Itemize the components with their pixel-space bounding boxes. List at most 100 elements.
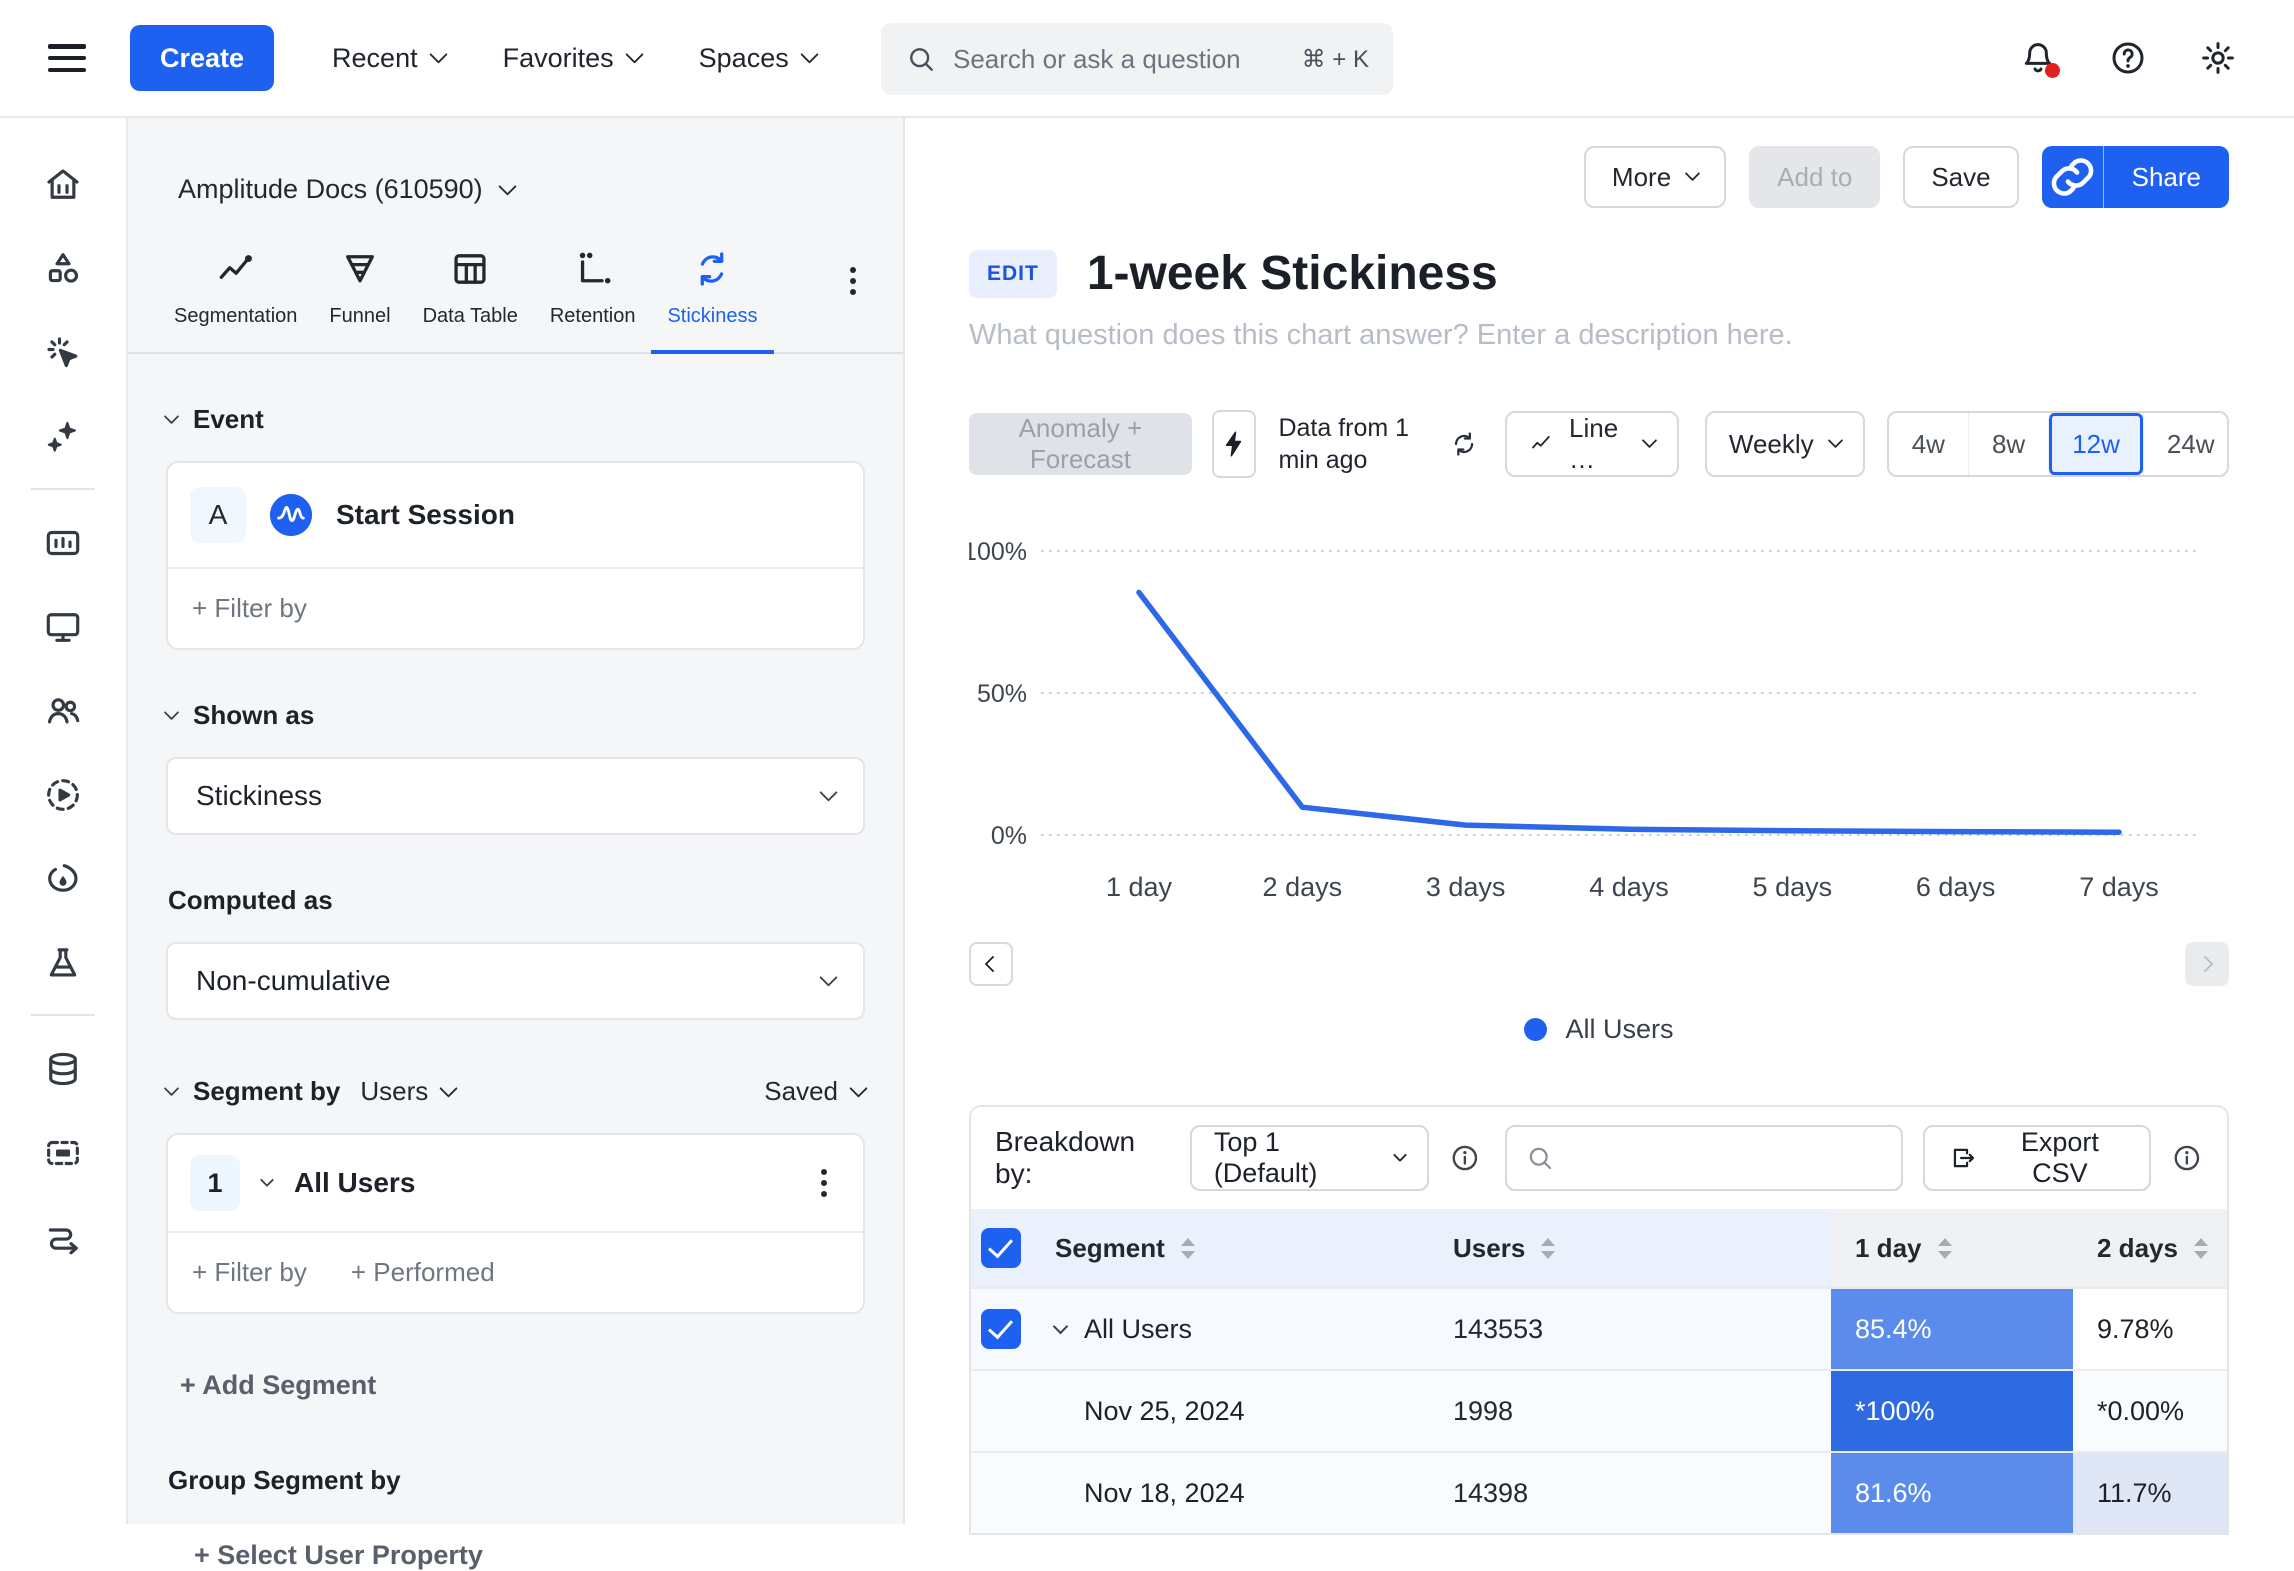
computed-as-select[interactable]: Non-cumulative	[166, 942, 865, 1020]
series-all-users[interactable]	[1136, 589, 2122, 835]
chart-next-button[interactable]	[2185, 942, 2229, 986]
segment-kebab-menu-icon[interactable]	[821, 1180, 827, 1186]
column-header-1-day[interactable]: 1 day	[1831, 1209, 2073, 1287]
rail-displays-icon[interactable]	[42, 606, 84, 648]
value-cell-1-day[interactable]: *100%	[1831, 1371, 2073, 1451]
tabs-kebab-menu-icon[interactable]	[833, 261, 873, 301]
sort-icon[interactable]	[2193, 1237, 2208, 1259]
description-placeholder[interactable]: What question does this chart answer? En…	[969, 319, 1793, 351]
shown-as-section-header[interactable]: Shown as	[163, 700, 865, 731]
range-12w-button[interactable]: 12w	[2048, 413, 2143, 475]
page-title[interactable]: 1-week Stickiness	[1086, 247, 1498, 300]
notifications-bell-icon[interactable]	[2018, 38, 2060, 78]
nav-favorites[interactable]: Favorites	[503, 43, 644, 74]
segment-name[interactable]: All Users	[294, 1167, 416, 1198]
column-header-2-days[interactable]: 2 days	[2073, 1209, 2227, 1287]
chart-type-dropdown[interactable]: Line …	[1504, 411, 1679, 477]
column-header-segment[interactable]: Segment	[1031, 1209, 1429, 1287]
info-icon[interactable]	[2171, 1141, 2203, 1175]
segment-cell[interactable]: Nov 25, 2024	[1031, 1371, 1429, 1451]
add-to-button[interactable]: Add to	[1749, 146, 1881, 208]
rail-frame-icon[interactable]	[42, 1132, 84, 1174]
select-all-checkbox[interactable]	[981, 1228, 1021, 1268]
global-search[interactable]: ⌘ + K	[881, 23, 1393, 95]
table-search[interactable]	[1504, 1125, 1903, 1191]
help-icon[interactable]	[2108, 38, 2148, 78]
rail-click-magic-icon[interactable]	[42, 332, 84, 374]
add-segment-button[interactable]: + Add Segment	[180, 1370, 377, 1400]
expand-chevron-icon[interactable]	[1052, 1318, 1069, 1334]
shown-as-select[interactable]: Stickiness	[166, 757, 865, 835]
rail-heatmap-icon[interactable]	[42, 858, 84, 900]
table-row[interactable]: Nov 25, 2024 1998 *100% *0.00%	[971, 1369, 2227, 1451]
segment-cell[interactable]: All Users	[1031, 1289, 1429, 1369]
rail-data-icon[interactable]	[42, 1048, 84, 1090]
value-cell-1-day[interactable]: 81.6%	[1831, 1453, 2073, 1533]
hamburger-menu-icon[interactable]	[48, 44, 86, 72]
chevron-down-icon[interactable]	[259, 1172, 275, 1187]
nav-recent[interactable]: Recent	[332, 43, 448, 74]
search-shortcut: ⌘ + K	[1301, 45, 1369, 73]
tab-segmentation[interactable]: Segmentation	[158, 247, 313, 354]
refresh-icon[interactable]	[1449, 424, 1479, 464]
export-csv-button[interactable]: Export CSV	[1922, 1125, 2152, 1191]
saved-segments-dropdown[interactable]: Saved	[764, 1076, 868, 1107]
segment-number-badge: 1	[190, 1155, 240, 1211]
select-user-property-button[interactable]: + Select User Property	[194, 1540, 483, 1570]
segment-type-dropdown[interactable]: Users	[360, 1076, 458, 1107]
project-selector[interactable]: Amplitude Docs (610590)	[166, 174, 865, 205]
tab-funnel[interactable]: Funnel	[313, 247, 406, 354]
sort-icon[interactable]	[1937, 1237, 1952, 1259]
chart-legend[interactable]: All Users	[969, 1014, 2229, 1045]
line-chart[interactable]: 100% 50% 0% 1 day 2 days 3 days 4 days 5 days 6 …	[963, 528, 2229, 928]
segment-by-header[interactable]: Segment by	[163, 1076, 340, 1107]
rail-session-replay-icon[interactable]	[42, 774, 84, 816]
rail-objects-icon[interactable]	[42, 248, 84, 290]
value-cell-2-days[interactable]: 11.7%	[2073, 1453, 2227, 1533]
tab-data-table[interactable]: Data Table	[407, 247, 534, 354]
value-cell-2-days[interactable]: 9.78%	[2073, 1289, 2227, 1369]
value-cell-2-days[interactable]: *0.00%	[2073, 1371, 2227, 1451]
table-search-input[interactable]	[1566, 1142, 1883, 1174]
row-checkbox[interactable]	[981, 1309, 1021, 1349]
table-row[interactable]: All Users 143553 85.4% 9.78%	[971, 1287, 2227, 1369]
value-cell-1-day[interactable]: 85.4%	[1831, 1289, 2073, 1369]
rail-ai-sparkles-icon[interactable]	[42, 416, 84, 458]
segment-performed-button[interactable]: + Performed	[350, 1257, 495, 1287]
segment-filter-by-button[interactable]: + Filter by	[192, 1257, 307, 1287]
more-button[interactable]: More	[1583, 146, 1727, 208]
nav-spaces[interactable]: Spaces	[699, 43, 819, 74]
info-icon[interactable]	[1449, 1141, 1481, 1175]
create-button[interactable]: Create	[130, 25, 275, 91]
event-filter-by-button[interactable]: + Filter by	[192, 593, 307, 623]
share-button[interactable]: Share	[2041, 146, 2229, 208]
range-24w-button[interactable]: 24w	[2142, 413, 2227, 475]
sort-icon[interactable]	[1541, 1237, 1556, 1259]
chevron-down-icon	[163, 704, 180, 720]
table-row[interactable]: Nov 18, 2024 14398 81.6% 11.7%	[971, 1451, 2227, 1533]
rail-experiments-icon[interactable]	[42, 942, 84, 984]
settings-gear-icon[interactable]	[2198, 38, 2238, 78]
rail-users-icon[interactable]	[42, 690, 84, 732]
rail-home-icon[interactable]	[42, 164, 84, 206]
chart-prev-button[interactable]	[969, 942, 1013, 986]
rail-dashboards-icon[interactable]	[42, 522, 84, 564]
event-section-header[interactable]: Event	[163, 404, 865, 435]
anomaly-forecast-button[interactable]: Anomaly + Forecast	[969, 413, 1192, 475]
save-button[interactable]: Save	[1903, 146, 2019, 208]
sort-icon[interactable]	[1180, 1237, 1195, 1259]
tab-stickiness[interactable]: Stickiness	[651, 247, 774, 354]
column-header-users[interactable]: Users	[1429, 1209, 1831, 1287]
tab-retention[interactable]: Retention	[534, 247, 652, 354]
range-4w-button[interactable]: 4w	[1911, 428, 1945, 459]
link-icon[interactable]	[2042, 146, 2104, 208]
range-8w-button[interactable]: 8w	[1967, 413, 2048, 475]
lightning-button[interactable]	[1211, 410, 1257, 478]
event-row[interactable]: A Start Session	[168, 463, 863, 567]
search-input[interactable]	[953, 43, 1286, 75]
edit-badge[interactable]: EDIT	[969, 249, 1057, 298]
breakdown-dropdown[interactable]: Top 1 (Default)	[1189, 1125, 1430, 1191]
interval-dropdown[interactable]: Weekly	[1704, 411, 1865, 477]
segment-cell[interactable]: Nov 18, 2024	[1031, 1453, 1429, 1533]
rail-journeys-icon[interactable]	[42, 1216, 84, 1258]
